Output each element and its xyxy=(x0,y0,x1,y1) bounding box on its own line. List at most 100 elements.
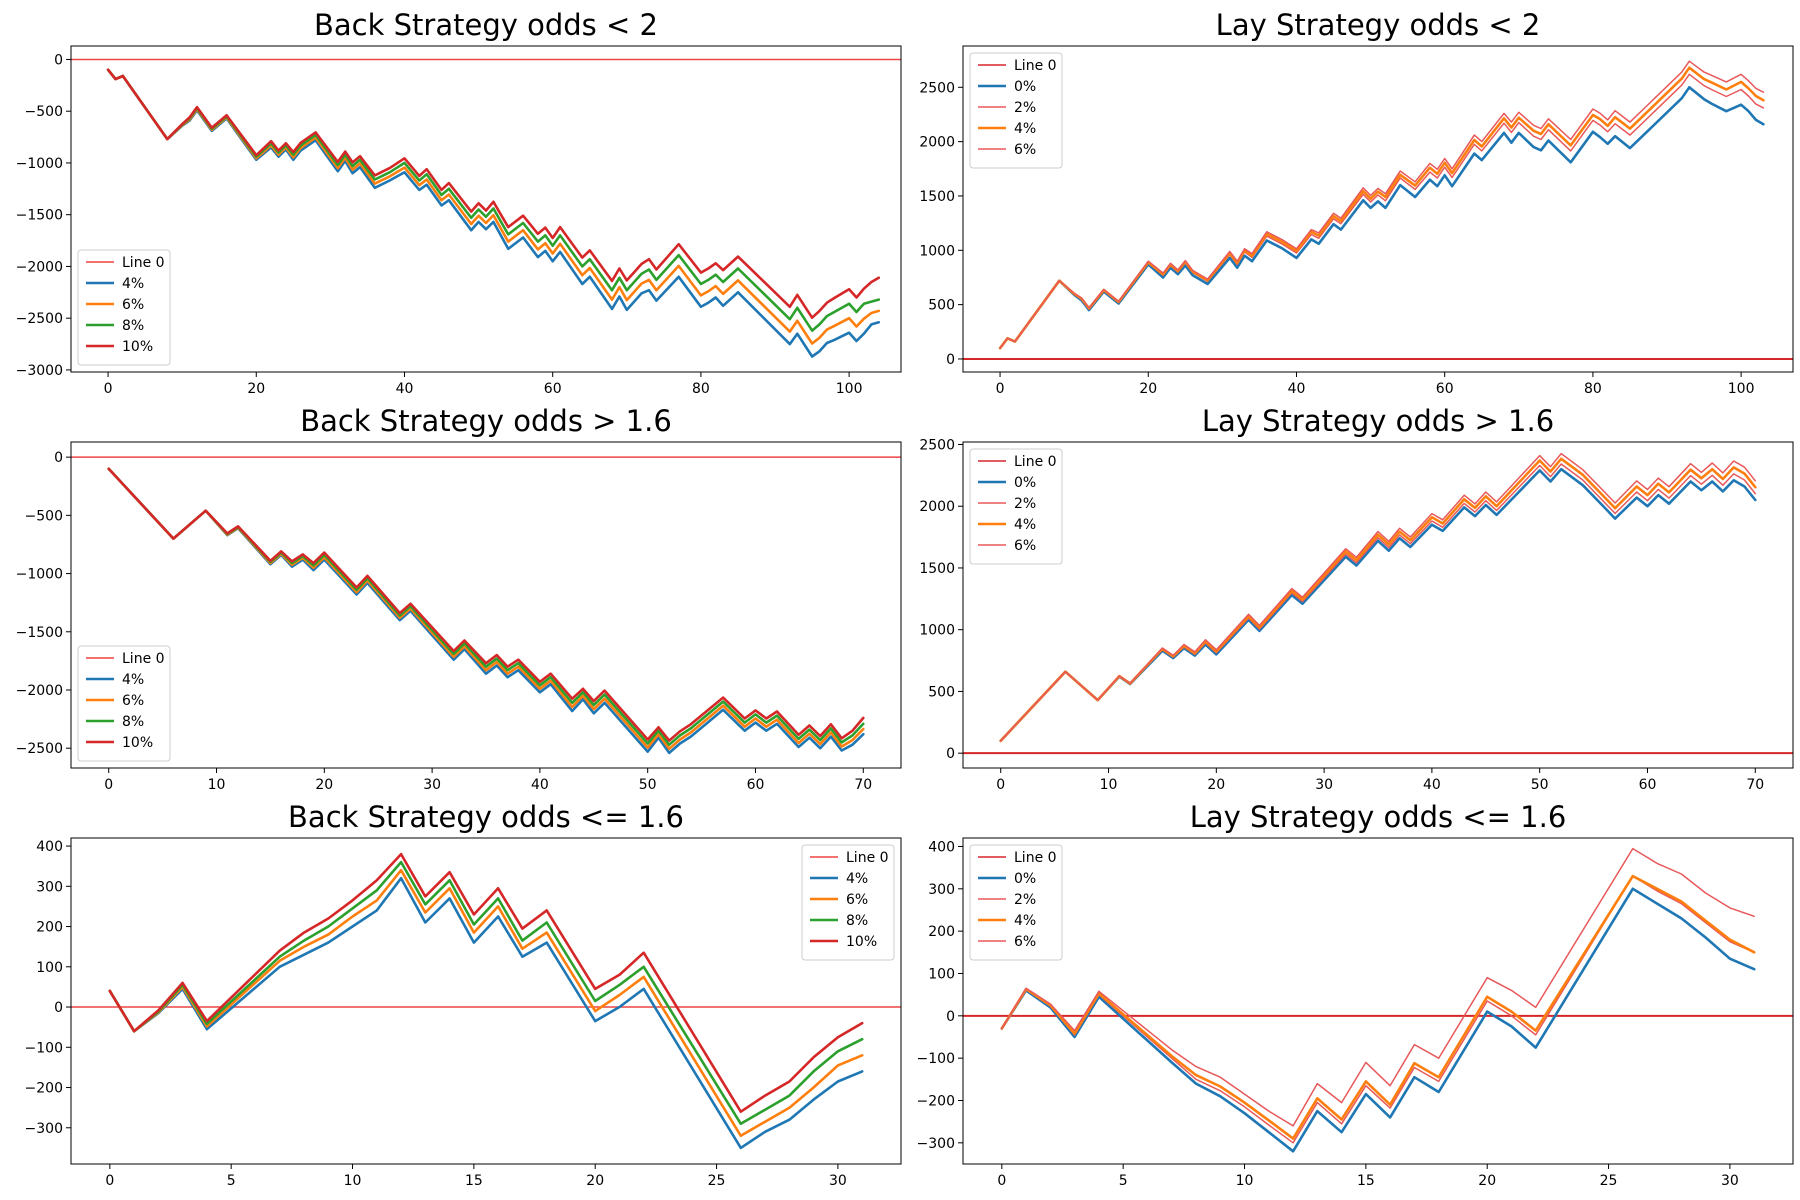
y-tick-label: −100 xyxy=(25,1040,63,1056)
x-tick-label: 40 xyxy=(396,381,414,397)
x-tick-label: 5 xyxy=(1119,1173,1128,1189)
legend-label: 2% xyxy=(1014,892,1036,908)
y-tick-label: −2000 xyxy=(16,683,63,699)
y-tick-label: 0 xyxy=(54,52,63,68)
series-line-2pct xyxy=(999,73,1765,349)
x-tick-label: 60 xyxy=(747,777,765,793)
legend-label: 0% xyxy=(1014,79,1036,95)
series-line-6pct xyxy=(999,452,1757,742)
x-tick-label: 40 xyxy=(1288,381,1306,397)
x-tick-label: 20 xyxy=(247,381,265,397)
chart-title: Back Strategy odds < 2 xyxy=(314,8,658,42)
legend-label: 2% xyxy=(1014,100,1036,116)
y-tick-label: −1000 xyxy=(16,567,63,583)
legend-label: 2% xyxy=(1014,496,1036,512)
y-tick-label: 500 xyxy=(928,298,955,314)
legend-label: 4% xyxy=(846,871,868,887)
x-tick-label: 20 xyxy=(586,1173,604,1189)
x-tick-label: 20 xyxy=(1478,1173,1496,1189)
y-tick-label: −200 xyxy=(917,1093,955,1109)
legend: Line 0 0% 2% 4% 6% xyxy=(969,844,1063,961)
legend-label: 4% xyxy=(1014,121,1036,137)
y-tick-label: 300 xyxy=(36,879,63,895)
series-line-10pct xyxy=(106,68,881,320)
series-line-6pct xyxy=(108,868,864,1138)
series-line-4pct xyxy=(999,457,1757,743)
series-line-4pct xyxy=(106,68,881,358)
subplot-3: Back Strategy odds > 1.6 0 10 20 30 40 50 60 70 0… xyxy=(16,404,902,793)
x-tick-label: 15 xyxy=(1357,1173,1375,1189)
y-tick-label: 200 xyxy=(36,920,63,936)
subplot-4: Lay Strategy odds > 1.6 0 10 20 30 40 50 60 70 0 5… xyxy=(919,404,1794,793)
x-tick-label: 25 xyxy=(708,1173,726,1189)
y-tick-label: 300 xyxy=(928,882,955,898)
chart-title: Lay Strategy odds < 2 xyxy=(1216,8,1541,42)
series-line-4pct xyxy=(108,876,864,1150)
legend-label: 6% xyxy=(122,693,144,709)
axes-frame xyxy=(70,837,902,1165)
legend-label: Line 0 xyxy=(122,651,165,667)
y-tick-label: −300 xyxy=(917,1136,955,1152)
subplot-2: Lay Strategy odds < 20 20 40 60 80 1000500100… xyxy=(919,8,1794,397)
y-tick-label: 400 xyxy=(928,839,955,855)
series-line-8pct xyxy=(108,860,864,1126)
series-line-6pct xyxy=(106,68,881,345)
series-line-4pct xyxy=(998,66,1765,350)
legend-label: 6% xyxy=(1014,142,1036,158)
legend: Line 0 0% 2% 4% 6% xyxy=(969,52,1063,169)
x-tick-label: 0 xyxy=(104,381,113,397)
legend: Line 0 4% 6% 8% 10% xyxy=(801,844,895,961)
series-line-6pct xyxy=(1001,847,1755,1127)
legend-label: 6% xyxy=(846,892,868,908)
y-tick-label: −1000 xyxy=(16,156,63,172)
legend-label: 6% xyxy=(1014,934,1036,950)
y-tick-label: 0 xyxy=(54,450,63,466)
x-tick-label: 20 xyxy=(315,777,333,793)
series-line-8pct xyxy=(106,68,881,332)
x-tick-label: 0 xyxy=(996,381,1005,397)
y-tick-label: 200 xyxy=(928,924,955,940)
x-tick-label: 40 xyxy=(1423,777,1441,793)
subplot-1: Back Strategy odds < 2 0 20 40 60 80 100 0 −500 −… xyxy=(16,8,902,397)
y-tick-label: −2500 xyxy=(16,311,63,327)
y-tick-label: 1000 xyxy=(919,623,955,639)
legend-label: 10% xyxy=(122,339,153,355)
x-tick-label: 10 xyxy=(1100,777,1118,793)
subplot-6: Lay Strategy odds <= 1.6 0 5 10 15 20 25 30 400 3… xyxy=(917,800,1794,1189)
axes-frame xyxy=(70,441,902,769)
series-line-10pct xyxy=(108,852,864,1113)
x-tick-label: 100 xyxy=(836,381,863,397)
y-tick-label: −2500 xyxy=(16,741,63,757)
x-tick-label: 60 xyxy=(1639,777,1657,793)
y-tick-label: 400 xyxy=(36,839,63,855)
series-line-6pct xyxy=(107,467,865,751)
legend-label: Line 0 xyxy=(1014,850,1057,866)
chart-title: Lay Strategy odds <= 1.6 xyxy=(1190,800,1567,834)
series-line-4pct xyxy=(1000,874,1756,1140)
x-tick-label: 20 xyxy=(1139,381,1157,397)
series-line-2pct xyxy=(999,463,1757,742)
x-tick-label: 10 xyxy=(208,777,226,793)
legend-label: 0% xyxy=(1014,475,1036,491)
series-line-8pct xyxy=(107,467,865,747)
y-tick-label: 2000 xyxy=(919,499,955,515)
y-tick-label: −1500 xyxy=(16,208,63,224)
y-tick-label: −300 xyxy=(25,1121,63,1137)
legend-label: Line 0 xyxy=(1014,58,1057,74)
chart-title: Back Strategy odds <= 1.6 xyxy=(288,800,684,834)
y-tick-label: 1500 xyxy=(919,189,955,205)
x-tick-label: 30 xyxy=(423,777,441,793)
x-tick-label: 20 xyxy=(1207,777,1225,793)
x-tick-label: 10 xyxy=(1236,1173,1254,1189)
y-tick-label: 100 xyxy=(928,966,955,982)
y-tick-label: 0 xyxy=(946,1009,955,1025)
legend-label: 4% xyxy=(122,276,144,292)
legend-label: 8% xyxy=(846,913,868,929)
x-tick-label: 30 xyxy=(829,1173,847,1189)
legend-label: 4% xyxy=(1014,517,1036,533)
series-line-4pct xyxy=(107,467,865,755)
x-tick-label: 70 xyxy=(1746,777,1764,793)
legend-label: 0% xyxy=(1014,871,1036,887)
axes-frame xyxy=(962,837,1794,1165)
x-tick-label: 50 xyxy=(1531,777,1549,793)
